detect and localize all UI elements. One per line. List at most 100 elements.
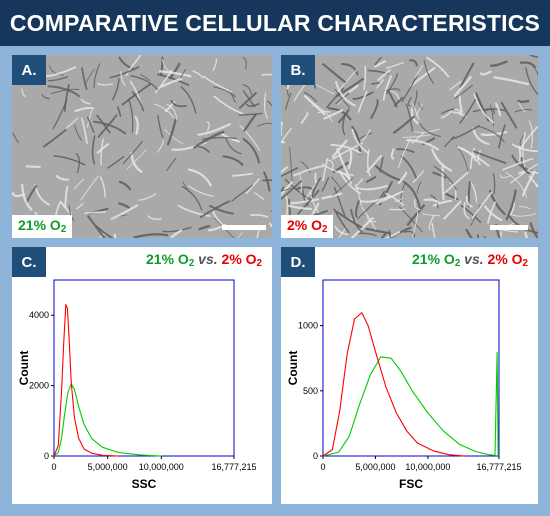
cell (517, 99, 530, 104)
cell (473, 93, 494, 124)
cell (296, 186, 314, 191)
cell (311, 177, 322, 198)
cell (409, 66, 436, 87)
cell (288, 198, 320, 205)
cell (338, 169, 362, 195)
cell (380, 231, 387, 238)
cell (268, 222, 272, 228)
cell (470, 204, 481, 227)
cell (231, 184, 254, 202)
cell (401, 74, 418, 103)
cell (245, 178, 260, 194)
cell (201, 137, 237, 140)
cell (34, 184, 50, 206)
cell (432, 171, 447, 179)
cell (193, 130, 225, 149)
cell (535, 184, 538, 188)
cell (238, 112, 263, 116)
cell (338, 108, 350, 124)
cell (87, 116, 95, 133)
cell (396, 148, 415, 153)
cell (529, 55, 538, 58)
cell (153, 103, 175, 119)
cell (246, 103, 260, 107)
cell (453, 76, 472, 97)
cell (281, 180, 302, 200)
cell (441, 166, 445, 201)
x-axis-label: SSC (132, 477, 157, 491)
cell (499, 174, 512, 179)
cell (321, 192, 343, 200)
cell (428, 214, 435, 230)
cell (431, 222, 436, 238)
x-tick-label: 16,777,215 (211, 462, 256, 472)
legend-2-o2: 2% O2 (487, 251, 528, 269)
cell (442, 171, 469, 195)
cell (140, 73, 151, 82)
cell (68, 204, 75, 222)
cell (73, 178, 85, 190)
cell (281, 140, 286, 144)
cell (304, 95, 320, 108)
cell (164, 128, 184, 145)
cell (342, 84, 359, 98)
cell (326, 87, 344, 109)
cell (459, 62, 475, 89)
cell (397, 138, 411, 169)
cell (514, 109, 533, 113)
cell (382, 75, 393, 101)
ssc-histogram: 0 5,000,000 10,000,000 16,777,215 0 2000 4000 S… (17, 279, 257, 491)
cell (134, 115, 139, 135)
cell (411, 102, 420, 121)
cell (12, 192, 25, 198)
cell (169, 62, 181, 79)
cell (376, 79, 384, 89)
cell (242, 56, 247, 70)
cell (374, 56, 382, 66)
cell (317, 111, 332, 114)
cell (519, 135, 524, 146)
cell (75, 152, 80, 174)
cell (180, 86, 197, 114)
panel-letter-c: C. (12, 247, 46, 277)
cell (393, 96, 404, 107)
cell (477, 149, 481, 166)
legend-21-o2: 21% O2 (146, 251, 195, 269)
cell (170, 99, 187, 108)
cell (311, 104, 333, 123)
cell (522, 131, 526, 168)
cell (459, 147, 490, 167)
cell (423, 59, 434, 84)
cell (520, 156, 531, 175)
cell (335, 92, 350, 105)
cell (463, 201, 470, 220)
panel-b-micrograph: B. 2% O2 (281, 55, 538, 238)
cell (505, 189, 517, 221)
y-tick-label: 500 (303, 386, 318, 396)
cell (199, 200, 231, 219)
cell (160, 56, 164, 76)
cell (256, 122, 272, 127)
cell (157, 115, 164, 139)
cell (285, 92, 292, 110)
cell (355, 184, 389, 191)
cell (370, 99, 379, 120)
cell (177, 204, 211, 217)
cell (500, 101, 518, 129)
plot-frame (322, 279, 500, 457)
cell (443, 200, 462, 220)
cell (162, 226, 192, 233)
cell (498, 124, 506, 149)
cell (254, 192, 264, 200)
cell (510, 213, 536, 217)
cell (493, 76, 529, 86)
cell (87, 215, 106, 238)
cell (25, 184, 38, 204)
y-tick-label: 2000 (29, 381, 49, 391)
cell (347, 149, 353, 170)
condition-label-2-o2: 2% O2 (281, 215, 334, 238)
y-tick-label: 0 (313, 451, 318, 461)
cell (409, 59, 418, 67)
cell (505, 172, 528, 198)
